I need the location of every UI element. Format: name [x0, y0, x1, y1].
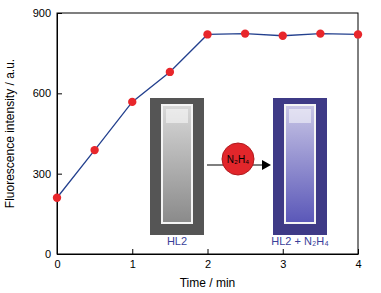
tick-label: 300: [33, 168, 51, 180]
axis-line: [57, 14, 58, 255]
marker: [90, 146, 98, 154]
tick-label: 3: [280, 258, 286, 270]
tick-label: 0: [45, 248, 51, 260]
y-axis-title: Fluorescence intensity / a.u.: [3, 59, 17, 208]
tick: 0: [45, 248, 62, 260]
tick-mark: [208, 249, 209, 254]
photo-background: [273, 98, 327, 235]
photo-background: [150, 98, 204, 235]
annotation: N₂H₄: [227, 154, 249, 165]
cuvette: [162, 105, 192, 223]
tick-label: 900: [33, 7, 51, 19]
tick: 4: [355, 249, 361, 270]
tick-mark: [358, 249, 359, 254]
axis-line: [58, 254, 359, 255]
cuvette: [285, 105, 315, 223]
tick: 2: [205, 249, 211, 270]
data-layer: [53, 29, 362, 202]
marker: [53, 194, 61, 202]
tick-mark: [57, 13, 62, 14]
tick: 3: [280, 249, 286, 270]
marker: [354, 30, 362, 38]
marker: [279, 32, 287, 40]
tick-label: 4: [355, 258, 361, 270]
tick-label: 1: [130, 258, 136, 270]
tick-label: 600: [33, 87, 51, 99]
cuvette-top: [289, 109, 311, 123]
x-axis-title: Time / min: [180, 276, 236, 290]
chart: 0 1 2 3 4 0 300 600 900 HL2 N₂H₄ HL2 + N₂H₄ Time / m…: [0, 0, 381, 293]
annotation: HL2: [167, 235, 187, 247]
tick: 900: [33, 7, 62, 19]
tick-label: 0: [54, 258, 60, 270]
marker: [128, 98, 136, 106]
tick-mark: [57, 174, 62, 175]
annotation: HL2 + N₂H₄: [271, 235, 329, 247]
plot: 0 1 2 3 4 0 300 600 900 HL2 N₂H₄ HL2 + N₂H₄: [33, 7, 363, 270]
plot-frame: [57, 13, 358, 254]
tick-label: 2: [205, 258, 211, 270]
series-line: [57, 34, 358, 198]
marker: [166, 68, 174, 76]
tick-mark: [57, 254, 62, 255]
marker: [203, 30, 211, 38]
cuvette-top: [166, 109, 188, 123]
tick-mark: [283, 249, 284, 254]
tick-mark: [57, 93, 62, 94]
x-axis: 0 1 2 3 4: [54, 249, 361, 270]
tick: 600: [33, 87, 62, 99]
tick: 1: [130, 249, 136, 270]
marker: [316, 29, 324, 37]
marker: [241, 29, 249, 37]
tick-mark: [132, 249, 133, 254]
arrow-head: [262, 160, 271, 170]
y-axis: 0 300 600 900: [33, 7, 62, 260]
reagent-circle: [222, 143, 254, 175]
tick: 300: [33, 168, 62, 180]
inset: [150, 98, 327, 235]
